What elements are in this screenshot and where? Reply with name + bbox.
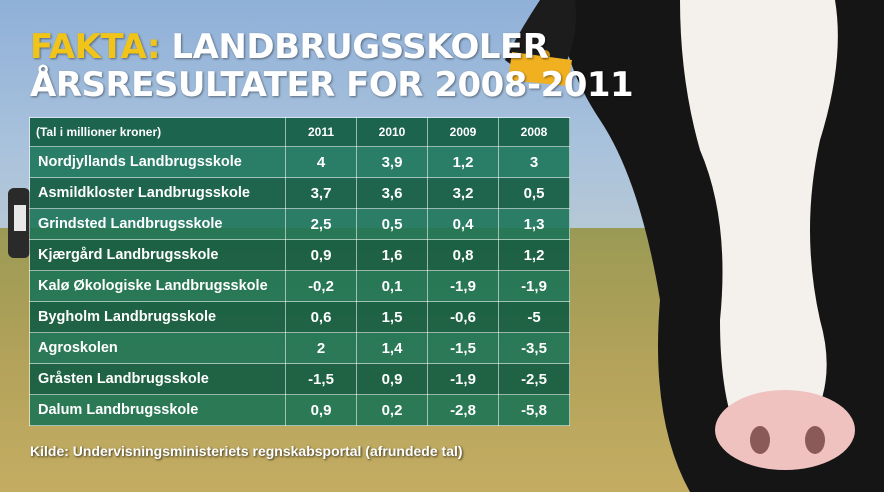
result-cell: 3,6	[356, 177, 428, 209]
result-cell: -1,9	[427, 363, 499, 395]
result-cell: -2,8	[427, 394, 499, 426]
title-rest: LANDBRUGSSKOLER	[171, 27, 549, 67]
result-cell: 0,9	[285, 239, 357, 271]
title-accent: FAKTA:	[30, 27, 161, 67]
result-cell: -5	[498, 301, 570, 333]
result-cell: -0,2	[285, 270, 357, 302]
result-cell: -1,5	[285, 363, 357, 395]
year-header: 2010	[356, 117, 428, 147]
school-name: Dalum Landbrugsskole	[29, 394, 286, 426]
unit-header: (Tal i millioner kroner)	[29, 117, 286, 147]
result-cell: -1,5	[427, 332, 499, 364]
result-cell: 1,3	[498, 208, 570, 240]
background-cow-left	[8, 188, 30, 258]
table-row: Kalø Økologiske Landbrugsskole -0,2 0,1 -1,…	[29, 270, 570, 302]
table-row: Grindsted Landbrugsskole 2,5 0,5 0,4 1,3	[29, 208, 570, 240]
school-name: Agroskolen	[29, 332, 286, 364]
school-name: Asmildkloster Landbrugsskole	[29, 177, 286, 209]
result-cell: 3,2	[427, 177, 499, 209]
source-note: Kilde: Undervisningsministeriets regnska…	[30, 443, 463, 459]
result-cell: 0,5	[356, 208, 428, 240]
result-cell: 2	[285, 332, 357, 364]
result-cell: 0,5	[498, 177, 570, 209]
result-cell: 0,2	[356, 394, 428, 426]
ear-tag	[508, 50, 572, 86]
results-table: (Tal i millioner kroner) 2011 2010 2009 …	[29, 117, 570, 426]
result-cell: 2,5	[285, 208, 357, 240]
result-cell: 0,6	[285, 301, 357, 333]
result-cell: -0,6	[427, 301, 499, 333]
result-cell: -1,9	[427, 270, 499, 302]
school-name: Grindsted Landbrugsskole	[29, 208, 286, 240]
year-header: 2009	[427, 117, 499, 147]
school-name: Kjærgård Landbrugsskole	[29, 239, 286, 271]
result-cell: -2,5	[498, 363, 570, 395]
table-row: Nordjyllands Landbrugsskole 4 3,9 1,2 3	[29, 146, 570, 178]
result-cell: 0,9	[285, 394, 357, 426]
school-name: Bygholm Landbrugsskole	[29, 301, 286, 333]
result-cell: -5,8	[498, 394, 570, 426]
result-cell: 1,4	[356, 332, 428, 364]
school-name: Gråsten Landbrugsskole	[29, 363, 286, 395]
school-name: Kalø Økologiske Landbrugsskole	[29, 270, 286, 302]
table-row: Asmildkloster Landbrugsskole 3,7 3,6 3,2 0,5	[29, 177, 570, 209]
table-row: Bygholm Landbrugsskole 0,6 1,5 -0,6 -5	[29, 301, 570, 333]
result-cell: 0,1	[356, 270, 428, 302]
result-cell: -3,5	[498, 332, 570, 364]
result-cell: 4	[285, 146, 357, 178]
cow-head-graphic	[505, 0, 884, 492]
page-title: FAKTA: LANDBRUGSSKOLER ÅRSRESULTATER FOR…	[30, 27, 634, 105]
table-row: Dalum Landbrugsskole 0,9 0,2 -2,8 -5,8	[29, 394, 570, 426]
table-body: Nordjyllands Landbrugsskole 4 3,9 1,2 3 Asmil…	[29, 146, 570, 426]
result-cell: 1,5	[356, 301, 428, 333]
result-cell: 1,2	[427, 146, 499, 178]
result-cell: 3	[498, 146, 570, 178]
school-name: Nordjyllands Landbrugsskole	[29, 146, 286, 178]
result-cell: 1,6	[356, 239, 428, 271]
result-cell: 0,9	[356, 363, 428, 395]
result-cell: -1,9	[498, 270, 570, 302]
result-cell: 3,9	[356, 146, 428, 178]
result-cell: 0,4	[427, 208, 499, 240]
table-row: Kjærgård Landbrugsskole 0,9 1,6 0,8 1,2	[29, 239, 570, 271]
result-cell: 0,8	[427, 239, 499, 271]
table-row: Gråsten Landbrugsskole -1,5 0,9 -1,9 -2,5	[29, 363, 570, 395]
header-row: (Tal i millioner kroner) 2011 2010 2009 …	[29, 117, 570, 147]
result-cell: 3,7	[285, 177, 357, 209]
title-line2: ÅRSRESULTATER FOR 2008-2011	[30, 65, 634, 105]
year-header: 2011	[285, 117, 357, 147]
table-row: Agroskolen 2 1,4 -1,5 -3,5	[29, 332, 570, 364]
result-cell: 1,2	[498, 239, 570, 271]
year-header: 2008	[498, 117, 570, 147]
